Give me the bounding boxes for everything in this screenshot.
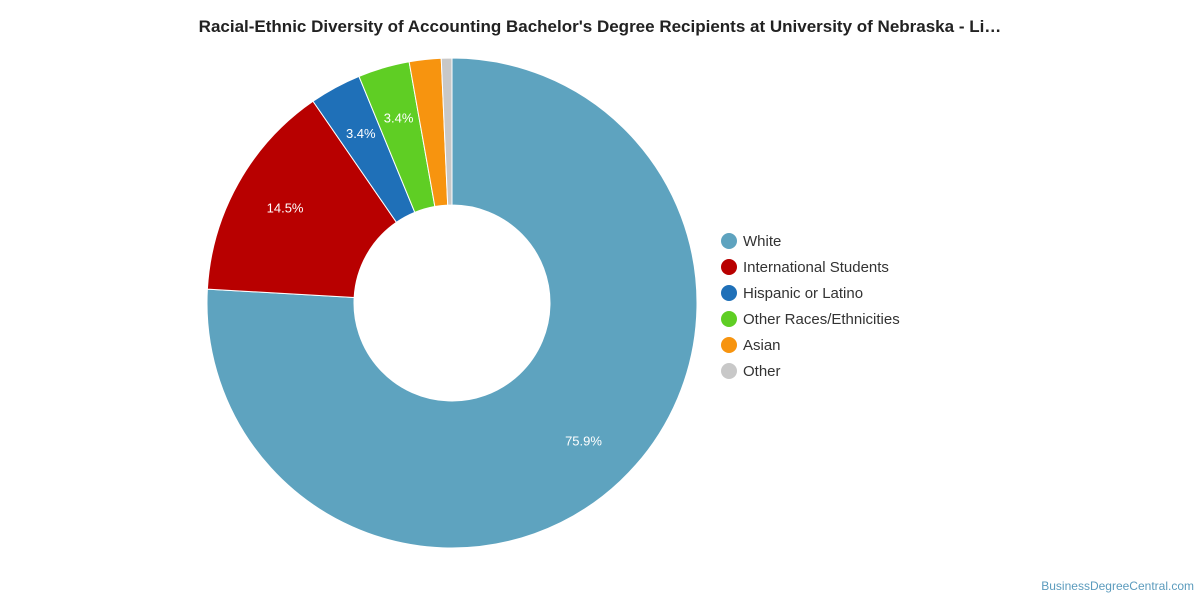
- legend-label: International Students: [743, 258, 889, 276]
- watermark: BusinessDegreeCentral.com: [1041, 579, 1194, 593]
- slice-white[interactable]: [206, 57, 698, 549]
- legend-label: Other Races/Ethnicities: [743, 310, 900, 328]
- legend-item[interactable]: Other Races/Ethnicities: [721, 306, 900, 332]
- legend-swatch: [721, 285, 737, 301]
- legend-swatch: [721, 259, 737, 275]
- legend-swatch: [721, 337, 737, 353]
- chart-legend: White International Students Hispanic or L…: [721, 228, 900, 384]
- legend-label: White: [743, 232, 782, 250]
- slice-other[interactable]: [440, 57, 453, 206]
- legend-swatch: [721, 233, 737, 249]
- legend-swatch: [721, 363, 737, 379]
- legend-item[interactable]: Other: [721, 358, 900, 384]
- slice-label: 14.5%: [267, 201, 304, 216]
- slice-label: 3.4%: [346, 126, 376, 141]
- legend-item[interactable]: White: [721, 228, 900, 254]
- legend-label: Hispanic or Latino: [743, 284, 864, 302]
- legend-item[interactable]: International Students: [721, 254, 900, 280]
- slice-label: 3.4%: [384, 111, 414, 126]
- chart-title: Racial-Ethnic Diversity of Accounting Ba…: [198, 17, 1002, 36]
- legend-label: Other: [743, 362, 781, 380]
- legend-item[interactable]: Hispanic or Latino: [721, 280, 900, 306]
- slice-label: 75.9%: [565, 434, 602, 449]
- legend-item[interactable]: Asian: [721, 332, 900, 358]
- legend-label: Asian: [743, 336, 781, 354]
- legend-swatch: [721, 311, 737, 327]
- slice-international-students[interactable]: [206, 100, 398, 298]
